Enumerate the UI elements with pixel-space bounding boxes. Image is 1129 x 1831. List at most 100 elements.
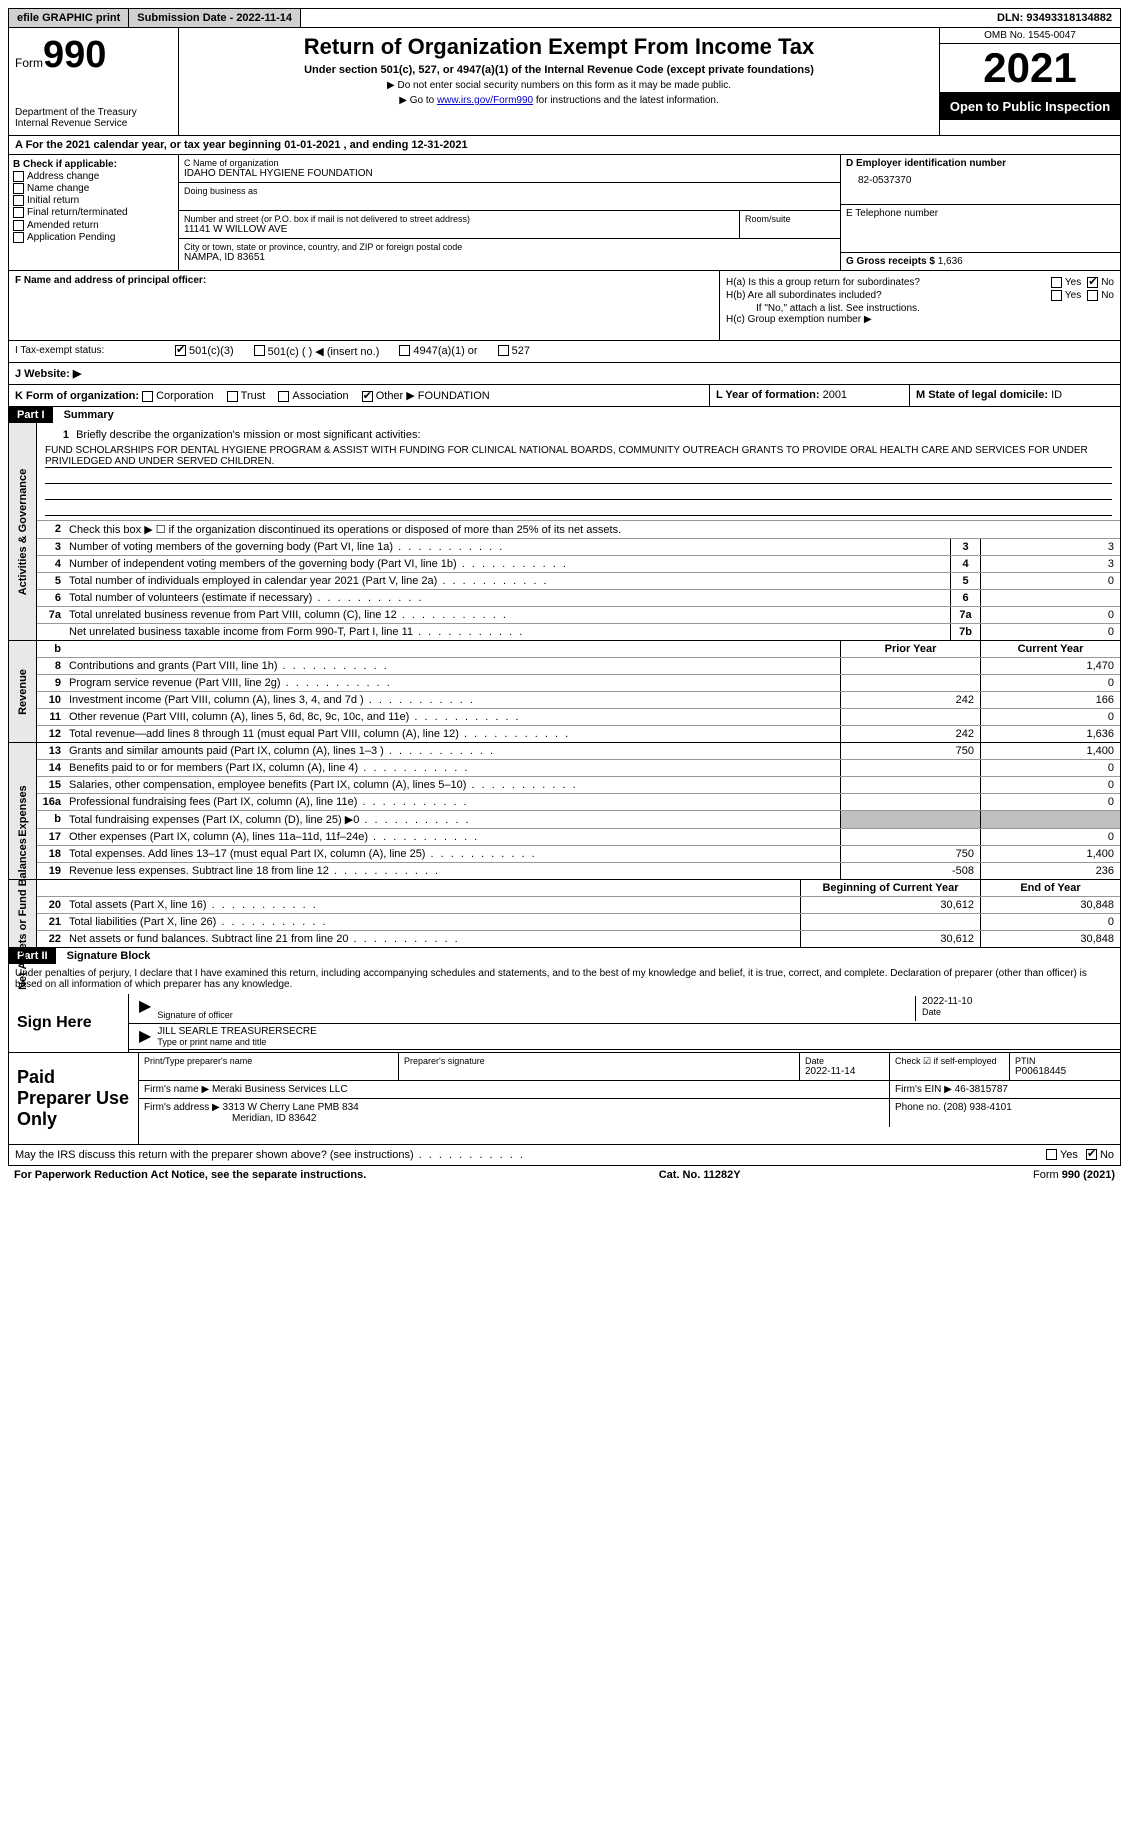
line-14: 14 Benefits paid to or for members (Part… (37, 760, 1120, 777)
officer-group-row: F Name and address of principal officer:… (8, 271, 1121, 341)
open-to-public: Open to Public Inspection (940, 93, 1120, 120)
chk-501c[interactable] (254, 345, 265, 356)
line-22: 22 Net assets or fund balances. Subtract… (37, 931, 1120, 947)
chk-hb-no[interactable] (1087, 290, 1098, 301)
irs-label: Internal Revenue Service (15, 118, 172, 129)
page-footer: For Paperwork Reduction Act Notice, see … (8, 1166, 1121, 1184)
form-header: Form990 Department of the Treasury Inter… (8, 28, 1121, 136)
chk-discuss-no[interactable] (1086, 1149, 1097, 1160)
part1-header: Part I Summary (8, 407, 1121, 423)
chk-initial-return[interactable] (13, 195, 24, 206)
line-b: b Total fundraising expenses (Part IX, c… (37, 811, 1120, 829)
line-12: 12 Total revenue—add lines 8 through 11 … (37, 726, 1120, 742)
dba-row: Doing business as (179, 183, 840, 211)
line-16a: 16a Professional fundraising fees (Part … (37, 794, 1120, 811)
irs-link[interactable]: www.irs.gov/Form990 (437, 95, 533, 106)
box-b-checklist: B Check if applicable: Address change Na… (9, 155, 179, 270)
firm-phone: (208) 938-4101 (943, 1102, 1011, 1113)
dept-treasury: Department of the Treasury (15, 107, 172, 118)
submission-date: Submission Date - 2022-11-14 (129, 9, 301, 27)
chk-address-change[interactable] (13, 171, 24, 182)
part2-header: Part II Signature Block (8, 948, 1121, 964)
expenses-section: Expenses 13 Grants and similar amounts p… (8, 743, 1121, 880)
chk-discuss-yes[interactable] (1046, 1149, 1057, 1160)
governance-section: Activities & Governance 1 Briefly descri… (8, 423, 1121, 641)
form-subtitle: Under section 501(c), 527, or 4947(a)(1)… (185, 64, 933, 76)
chk-ha-yes[interactable] (1051, 277, 1062, 288)
top-bar: efile GRAPHIC print Submission Date - 20… (8, 8, 1121, 28)
line-10: 10 Investment income (Part VIII, column … (37, 692, 1120, 709)
tax-period: A For the 2021 calendar year, or tax yea… (8, 136, 1121, 155)
firm-ein: 46-3815787 (955, 1084, 1008, 1095)
line-7b: Net unrelated business taxable income fr… (37, 624, 1120, 640)
other-value: FOUNDATION (418, 390, 490, 402)
gross-receipts: 1,636 (938, 256, 963, 267)
chk-ha-no[interactable] (1087, 277, 1098, 288)
discuss-row: May the IRS discuss this return with the… (8, 1145, 1121, 1166)
penalties-text: Under penalties of perjury, I declare th… (8, 964, 1121, 994)
line-5: 5 Total number of individuals employed i… (37, 573, 1120, 590)
netassets-section: Net Assets or Fund Balances Beginning of… (8, 880, 1121, 948)
ein-value: 82-0537370 (846, 169, 1115, 186)
sig-date: 2022-11-10 (922, 996, 1116, 1007)
line-9: 9 Program service revenue (Part VIII, li… (37, 675, 1120, 692)
ssn-warning: ▶ Do not enter social security numbers o… (185, 80, 933, 91)
chk-other[interactable] (362, 391, 373, 402)
line-17: 17 Other expenses (Part IX, column (A), … (37, 829, 1120, 846)
efile-label: efile GRAPHIC print (9, 9, 129, 27)
chk-final-return[interactable] (13, 207, 24, 218)
line-18: 18 Total expenses. Add lines 13–17 (must… (37, 846, 1120, 863)
form-org-row: K Form of organization: Corporation Trus… (8, 385, 1121, 407)
org-name-row: C Name of organization IDAHO DENTAL HYGI… (179, 155, 840, 183)
dln: DLN: 93493318134882 (989, 9, 1120, 27)
firm-name: Meraki Business Services LLC (212, 1084, 348, 1095)
principal-officer: F Name and address of principal officer: (15, 275, 713, 286)
chk-4947[interactable] (399, 345, 410, 356)
chk-527[interactable] (498, 345, 509, 356)
revenue-section: Revenue b Prior Year Current Year 8 Cont… (8, 641, 1121, 743)
line-3: 3 Number of voting members of the govern… (37, 539, 1120, 556)
form-number: Form990 (15, 34, 172, 77)
chk-trust[interactable] (227, 391, 238, 402)
omb-number: OMB No. 1545-0047 (940, 28, 1120, 44)
year-formation: 2001 (823, 389, 847, 401)
line-8: 8 Contributions and grants (Part VIII, l… (37, 658, 1120, 675)
vlabel-revenue: Revenue (9, 641, 37, 742)
tax-year: 2021 (940, 44, 1120, 93)
state-domicile: ID (1051, 389, 1062, 401)
ptin: P00618445 (1015, 1066, 1115, 1077)
self-employed: Check ☑ if self-employed (890, 1053, 1010, 1080)
officer-name: JILL SEARLE TREASURERSECRE (157, 1026, 1116, 1037)
paid-preparer: Paid Preparer Use Only Print/Type prepar… (8, 1053, 1121, 1145)
street-address: 11141 W WILLOW AVE (184, 224, 734, 235)
goto-instructions: ▶ Go to www.irs.gov/Form990 for instruct… (185, 95, 933, 106)
chk-name-change[interactable] (13, 183, 24, 194)
chk-hb-yes[interactable] (1051, 290, 1062, 301)
city-state-zip: NAMPA, ID 83651 (184, 252, 835, 263)
line-21: 21 Total liabilities (Part X, line 26) 0 (37, 914, 1120, 931)
vlabel-netassets: Net Assets or Fund Balances (9, 880, 37, 947)
org-name: IDAHO DENTAL HYGIENE FOUNDATION (184, 168, 835, 179)
chk-501c3[interactable] (175, 345, 186, 356)
chk-app-pending[interactable] (13, 232, 24, 243)
website-row: J Website: ▶ (8, 363, 1121, 385)
line-7a: 7a Total unrelated business revenue from… (37, 607, 1120, 624)
line-6: 6 Total number of volunteers (estimate i… (37, 590, 1120, 607)
line-15: 15 Salaries, other compensation, employe… (37, 777, 1120, 794)
line-13: 13 Grants and similar amounts paid (Part… (37, 743, 1120, 760)
chk-corp[interactable] (142, 391, 153, 402)
room-suite: Room/suite (740, 211, 840, 238)
telephone-label: E Telephone number (846, 208, 1115, 219)
sign-here-row: Sign Here ▶ Signature of officer 2022-11… (9, 994, 1120, 1052)
chk-amended[interactable] (13, 220, 24, 231)
mission-text: FUND SCHOLARSHIPS FOR DENTAL HYGIENE PRO… (45, 445, 1112, 468)
form-title: Return of Organization Exempt From Incom… (185, 34, 933, 60)
chk-assoc[interactable] (278, 391, 289, 402)
prep-date: 2022-11-14 (805, 1066, 884, 1077)
line-11: 11 Other revenue (Part VIII, column (A),… (37, 709, 1120, 726)
firm-address: 3313 W Cherry Lane PMB 834 (223, 1102, 359, 1113)
line-19: 19 Revenue less expenses. Subtract line … (37, 863, 1120, 879)
firm-city: Meridian, ID 83642 (144, 1113, 884, 1124)
line-4: 4 Number of independent voting members o… (37, 556, 1120, 573)
line-20: 20 Total assets (Part X, line 16) 30,612… (37, 897, 1120, 914)
